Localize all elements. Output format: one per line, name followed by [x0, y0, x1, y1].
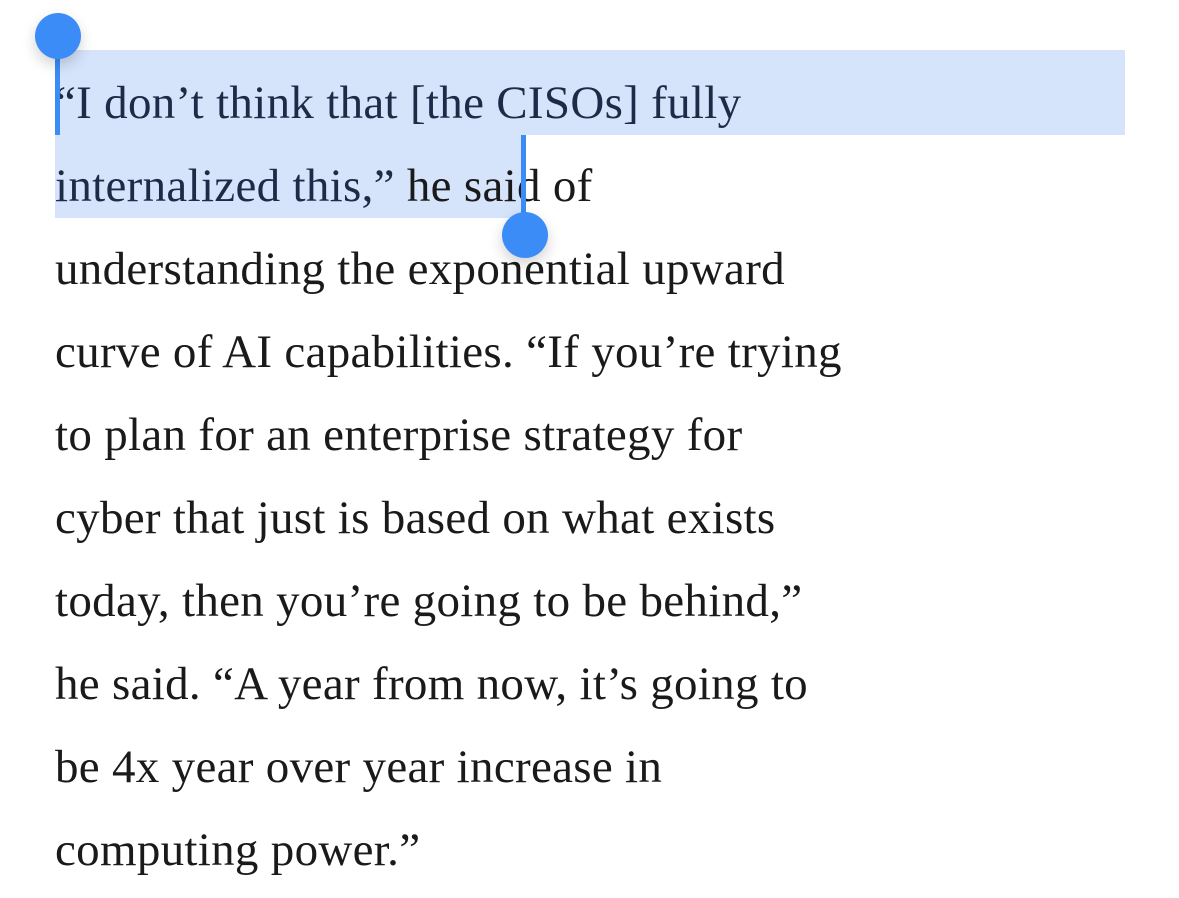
text-line: understanding the exponential upward: [55, 243, 785, 295]
selection-handle-bar[interactable]: [55, 40, 60, 135]
text-line: be 4x year over year increase in: [55, 741, 663, 793]
text-line: internalized this,” he said of: [55, 145, 593, 228]
selected-line: internalized this,”: [55, 160, 395, 212]
text-line: curve of AI capabilities. “If you’re try…: [55, 326, 842, 378]
selection-highlight: [55, 135, 525, 218]
selected-line: “I don’t think that [the CISOs] fully: [55, 77, 742, 129]
selection-highlight: [55, 50, 1125, 135]
text-span: he said of: [406, 160, 593, 212]
text-line: computing power.”: [55, 824, 421, 876]
selection-handle-bar[interactable]: [521, 135, 526, 230]
text-line: today, then you’re going to be behind,”: [55, 575, 803, 627]
selection-handle-end[interactable]: [502, 212, 548, 258]
text-line: cyber that just is based on what exists: [55, 492, 776, 544]
selection-handle-start[interactable]: [35, 13, 81, 59]
text-line: to plan for an enterprise strategy for: [55, 409, 743, 461]
text-line: he said. “A year from now, it’s going to: [55, 658, 808, 710]
